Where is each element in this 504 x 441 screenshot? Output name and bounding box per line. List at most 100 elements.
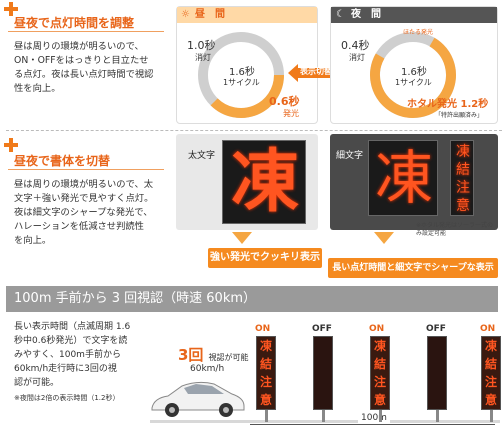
distance-line — [250, 424, 495, 425]
day-header-label: 昼 間 — [195, 9, 225, 20]
para-line: みやすく、100m手前から — [14, 350, 121, 360]
day-off-value: 1.0秒 — [187, 39, 216, 52]
plus-icon — [4, 138, 18, 152]
night-vertical-char: 結 — [456, 162, 470, 178]
night-on-value: 1.2秒 — [460, 99, 489, 110]
sign-state-label: ON — [480, 324, 496, 334]
night-off-value: 0.4秒 — [341, 39, 370, 52]
section1-title: 昼夜で点灯時間を調整 — [14, 16, 135, 30]
sign-state-label: OFF — [312, 324, 332, 334]
sign-char: 注 — [484, 375, 497, 389]
sun-icon: ☼ — [181, 9, 190, 20]
sign-state-label: ON — [255, 324, 271, 334]
speed-label: 60km/h — [190, 364, 225, 374]
night-ring-text: ほたる発光 — [403, 29, 434, 36]
night-cycle-ring — [370, 32, 456, 118]
night-on-label: ホタル発光 1.2秒 — [407, 95, 488, 110]
day-led-display: 凍 — [222, 140, 306, 224]
para-line: ON・OFFをはっきりと目立たせ — [14, 55, 149, 66]
view-count: 3回 視認が可能 — [178, 344, 249, 365]
road-sign: 凍結注意 — [370, 336, 390, 410]
night-banner: 長い点灯時間と細文字でシャープな表示 — [328, 258, 498, 278]
night-on-note: 「特許出願済み」 — [435, 112, 484, 119]
sign-pole — [436, 410, 439, 422]
day-banner: 強い発光でクッキリ表示 — [208, 248, 322, 268]
plus-icon — [4, 2, 18, 16]
para-line: 夜は細文字のシャープな発光で、 — [14, 207, 153, 218]
day-on-value: 0.6秒 — [269, 95, 300, 108]
day-on-label: 発光 — [283, 109, 299, 118]
car-icon — [151, 381, 245, 417]
moon-icon: ☾ — [336, 9, 345, 20]
distance-label: 100m — [358, 413, 390, 423]
night-led-display: 凍 — [368, 140, 438, 216]
night-header: ☾ 夜 間 — [331, 7, 497, 23]
night-on-label-text: ホタル発光 — [407, 99, 457, 110]
para-line: 60km/h走行時に3回の視 — [14, 364, 117, 374]
sign-char: 注 — [259, 375, 272, 389]
night-arrow-down-icon — [374, 232, 394, 244]
night-panel: ☾ 夜 間 ほたる発光 0.4秒 消灯 1.6秒 1サイクル ホタル発光 1.2… — [330, 6, 498, 124]
sign-pole — [322, 410, 325, 422]
switch-label: 表示切替 — [300, 67, 332, 76]
day-font-label: 太文字 — [188, 151, 216, 161]
section1-underline — [8, 31, 164, 32]
sign-char: 凍 — [484, 339, 497, 353]
section1-paragraph: 昼は周りの環境が明るいので、 ON・OFFをはっきりと目立たせ る点灯。夜は長い… — [14, 40, 174, 96]
section2-paragraph: 昼は周りの環境が明るいので、太 文字＋強い発光で見やすく点灯。 夜は細文字のシャ… — [14, 178, 174, 248]
night-cycle-value: 1.6秒 — [401, 67, 427, 78]
section2-title: 昼夜で書体を切替 — [14, 154, 111, 168]
night-font-label: 細文字 — [336, 151, 364, 161]
sign-char: 意 — [484, 393, 497, 407]
sign-state-label: OFF — [426, 324, 446, 334]
bottom-footnote: ※夜間は2倍の表示時間（1.2秒） — [14, 394, 120, 402]
night-led-vertical: 凍 結 注 意 — [450, 140, 474, 216]
view-count-label: 視認が可能 — [208, 353, 249, 362]
sign-char: 凍 — [373, 339, 386, 353]
night-cycle-label: 1サイクル — [395, 78, 432, 87]
sign-state-label: ON — [369, 324, 385, 334]
day-led-char: 凍 — [230, 143, 299, 222]
para-line: る点灯。夜は長い点灯時間で視認 — [14, 69, 154, 80]
para-line: 昼は周りの環境が明るいので、 — [14, 41, 144, 52]
sign-char: 凍 — [259, 339, 272, 353]
road-sign — [427, 336, 447, 410]
night-header-label: 夜 間 — [351, 9, 381, 20]
sign-pole — [490, 410, 493, 422]
night-led-char: 凍 — [374, 144, 433, 212]
section2-underline — [8, 169, 164, 170]
day-panel: ☼ 昼 間 1.0秒 消灯 1.6秒 1サイクル 0.6秒 発光 — [176, 6, 318, 124]
road-sign — [313, 336, 333, 410]
night-note: ※ホタル発光はソーラー式のみ設定可能 — [416, 222, 494, 237]
night-vertical-char: 注 — [456, 180, 470, 196]
day-header: ☼ 昼 間 — [177, 7, 317, 23]
day-cycle-label: 1サイクル — [223, 78, 260, 87]
sign-char: 注 — [373, 375, 386, 389]
para-line: 長い表示時間（点滅周期 1.6 — [14, 322, 131, 332]
sign-char: 結 — [484, 357, 497, 371]
para-line: 昼は周りの環境が明るいので、太 — [14, 179, 154, 190]
night-vertical-char: 凍 — [456, 144, 470, 160]
day-cycle-ring — [198, 32, 284, 118]
day-cycle-value: 1.6秒 — [229, 67, 255, 78]
view-count-value: 3回 — [178, 346, 204, 364]
sign-char: 結 — [373, 357, 386, 371]
day-arrow-down-icon — [232, 232, 252, 244]
night-off-label: 消灯 — [349, 53, 365, 62]
day-off-label: 消灯 — [195, 53, 211, 62]
para-line: 性を向上。 — [14, 83, 61, 94]
para-line: 秒中0.6秒発光）で文字を読 — [14, 336, 128, 346]
para-line: 認が可能。 — [14, 378, 60, 388]
sign-char: 意 — [373, 393, 386, 407]
para-line: 文字＋強い発光で見やすく点灯。 — [14, 193, 154, 204]
road — [150, 420, 500, 423]
para-line: ハレーションを低減させ判読性 — [14, 221, 144, 232]
road-sign: 凍結注意 — [481, 336, 501, 410]
road-sign: 凍結注意 — [256, 336, 276, 410]
para-line: を向上。 — [14, 235, 52, 246]
bottom-title-bar: 100m 手前から 3 回視認（時速 60km） — [6, 286, 498, 312]
bottom-paragraph: 長い表示時間（点滅周期 1.6 秒中0.6秒発光）で文字を読 みやすく、100m… — [14, 320, 184, 390]
sign-char: 結 — [259, 357, 272, 371]
sign-char: 意 — [259, 393, 272, 407]
sign-pole — [265, 410, 268, 422]
